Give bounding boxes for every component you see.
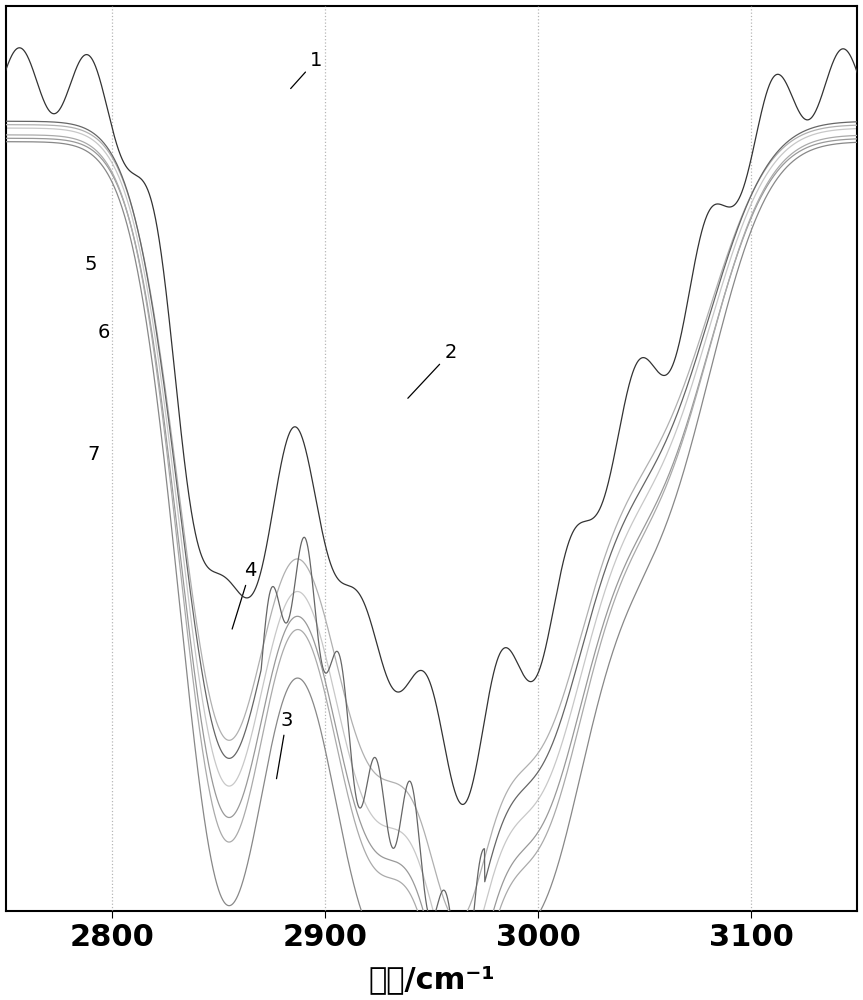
Text: 1: 1 <box>291 51 323 89</box>
Text: 6: 6 <box>98 323 110 342</box>
Text: 3: 3 <box>276 711 293 779</box>
Text: 5: 5 <box>85 255 98 274</box>
Text: 2: 2 <box>408 343 457 398</box>
Text: 7: 7 <box>87 445 99 464</box>
Text: 4: 4 <box>232 561 256 629</box>
X-axis label: 波数/cm⁻¹: 波数/cm⁻¹ <box>369 965 494 994</box>
